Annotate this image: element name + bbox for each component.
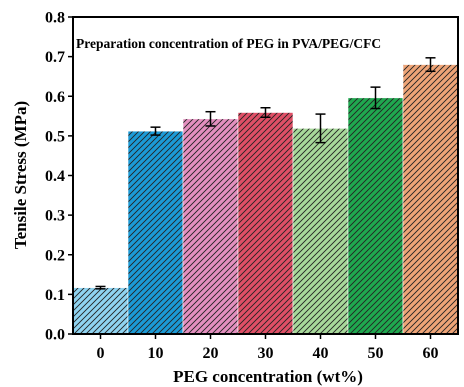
x-tick-label: 10 [148,345,164,362]
error-bars-layer [95,57,436,290]
bars-layer [72,64,459,335]
error-bar-30 [260,106,271,119]
y-tick-label: 0.6 [45,89,65,106]
bar-30 [237,112,294,335]
y-tick-label: 0.4 [45,168,65,185]
x-tick-label: 20 [203,345,219,362]
error-bar-0 [95,285,106,290]
chart-title: Preparation concentration of PEG in PVA/… [76,36,381,51]
error-bar-40 [315,113,326,144]
x-axis: 0 10 20 30 40 50 60 [97,334,439,362]
x-tick-label: 0 [97,345,105,362]
x-tick-label: 50 [368,345,384,362]
bar-20 [182,118,239,335]
bar-10 [127,130,184,335]
y-tick-label: 0.3 [45,208,65,225]
x-axis-label: PEG concentration (wt%) [173,367,363,386]
x-tick-label: 60 [423,345,439,362]
y-tick-label: 0.2 [45,247,65,264]
error-bar-10 [150,126,161,136]
y-tick-label: 0.1 [45,287,65,304]
bar-40 [292,128,349,335]
x-tick-label: 30 [258,345,274,362]
y-tick-label: 0.7 [45,49,65,66]
y-axis: 0.0 0.1 0.2 0.3 0.4 0.5 0.6 0.7 0.8 [45,10,73,344]
error-bar-20 [205,110,216,127]
error-bar-60 [425,57,436,73]
bar-0 [72,287,129,335]
x-tick-label: 40 [313,345,329,362]
bar-60 [402,64,459,335]
y-axis-label: Tensile Stress (MPa) [11,101,30,249]
bar-50 [347,97,404,335]
y-tick-label: 0.0 [45,327,65,344]
y-tick-label: 0.5 [45,128,65,145]
error-bar-50 [370,86,381,110]
y-tick-label: 0.8 [45,10,65,27]
